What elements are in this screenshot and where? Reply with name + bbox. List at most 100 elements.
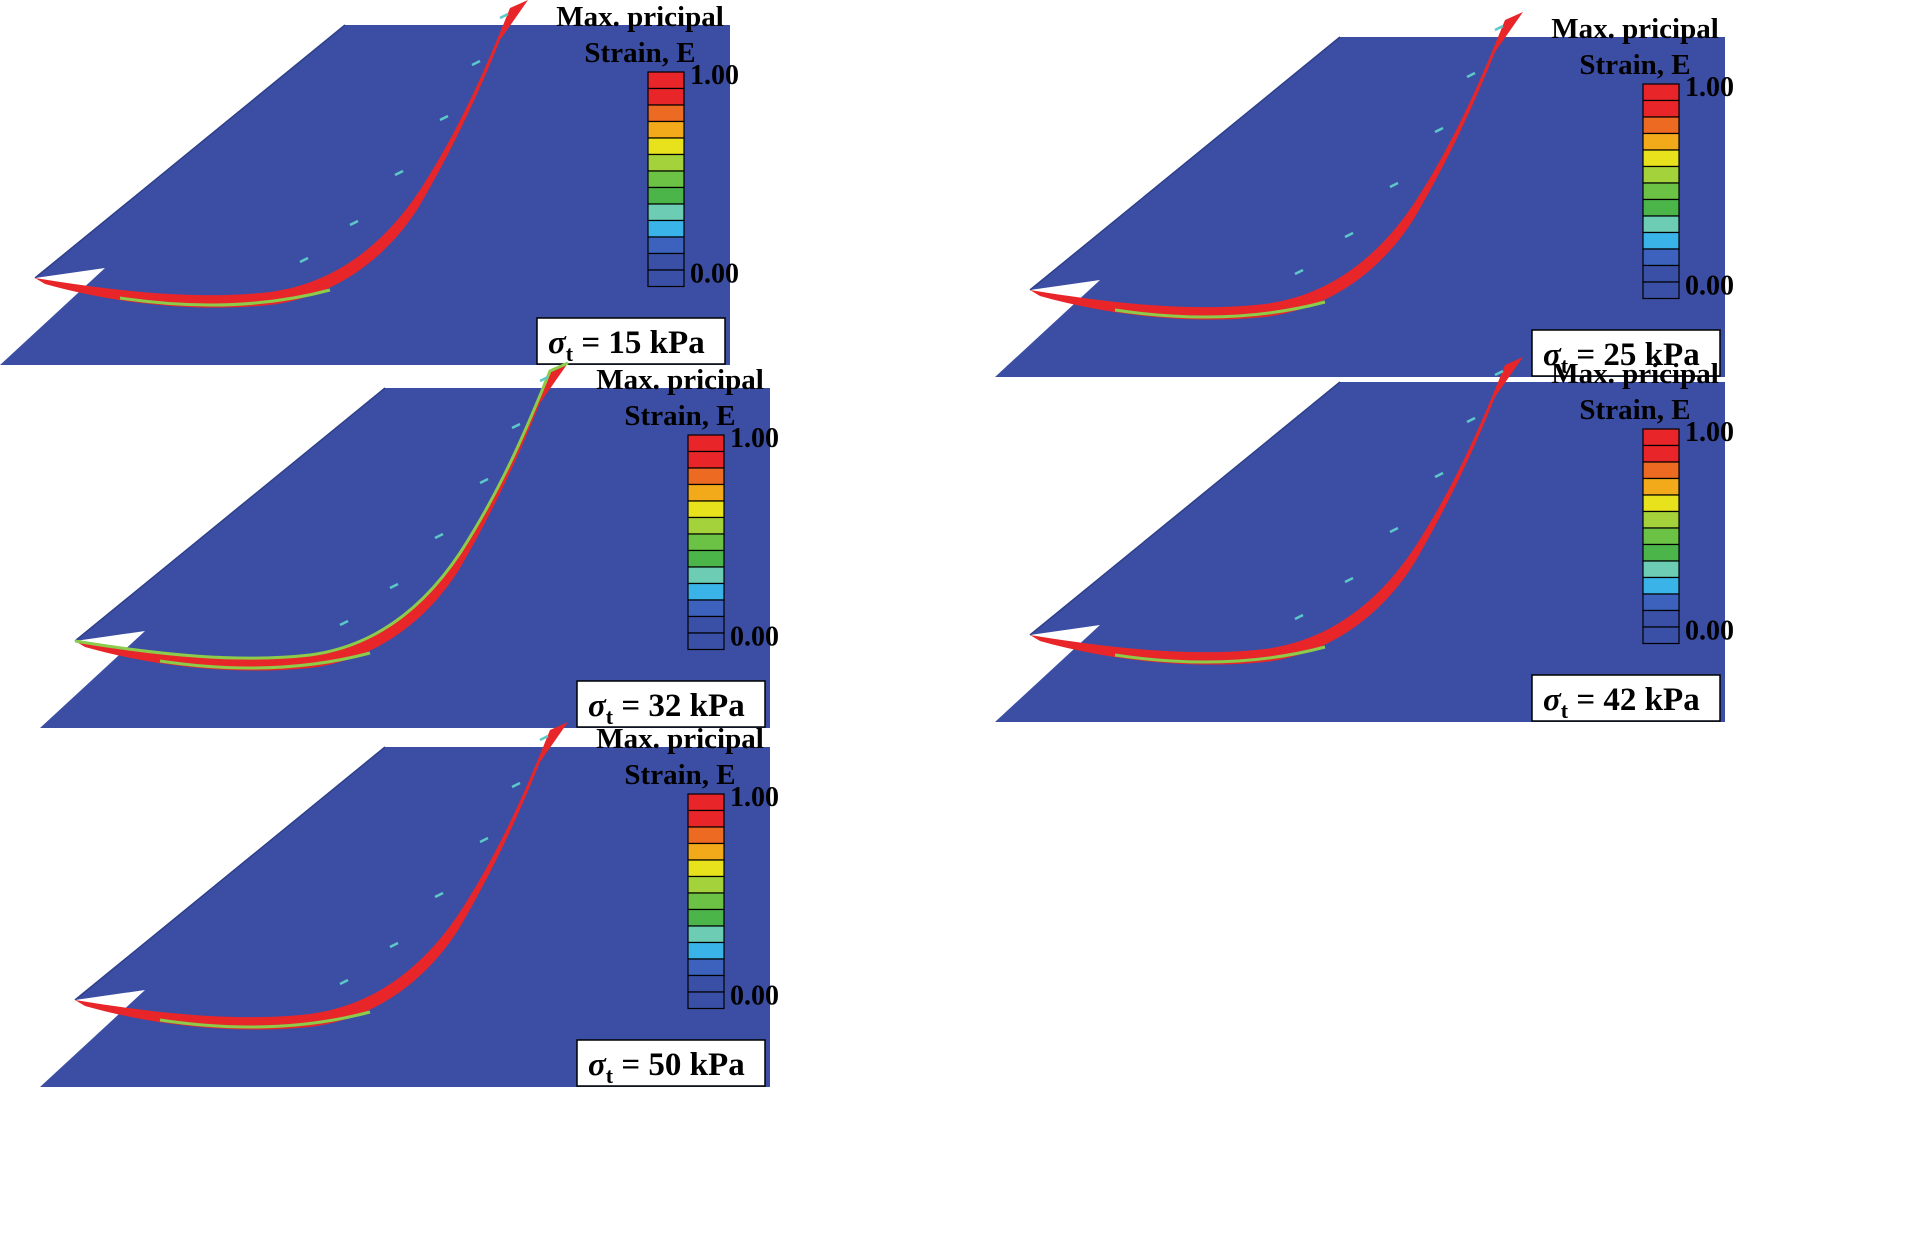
legend-swatch-3: [1642, 132, 1680, 151]
legend-swatch-0: [687, 434, 725, 453]
legend-swatch-6: [647, 170, 685, 189]
band-tick-5: [539, 734, 549, 742]
legend-swatch-6: [1642, 182, 1680, 201]
legend-swatch-5: [687, 875, 725, 894]
stress-label-text: σt = 25 kPa: [1543, 337, 1700, 378]
legend-swatch-5: [647, 153, 685, 172]
panel-32: σt = 32 kPa Max. pricipal Strain, E1.00 0.0…: [40, 361, 779, 729]
legend-swatch-6: [687, 892, 725, 911]
legend-swatch-12: [687, 632, 725, 651]
legend-swatch-2: [1642, 461, 1680, 480]
band-tick-2: [1389, 526, 1399, 534]
stress-label: σt = 15 kPa: [536, 317, 726, 366]
slope-crest-edge: [1029, 381, 1341, 636]
legend-swatch-6: [1642, 527, 1680, 546]
stress-label-box: [1531, 674, 1721, 722]
sigma-symbol: σ: [1543, 682, 1562, 718]
stress-value: = 15 kPa: [573, 325, 705, 361]
band-tick-5: [1494, 369, 1504, 377]
legend-min-label: 0.00: [730, 981, 779, 1012]
sigma-symbol: σ: [588, 1047, 607, 1083]
stress-label-box: [576, 1039, 766, 1087]
sigma-subscript: t: [606, 704, 614, 729]
strain-legend: Max. pricipal Strain, E1.00 0.00: [1551, 13, 1734, 302]
legend-swatch-1: [1642, 444, 1680, 463]
slope-crest-edge: [34, 24, 346, 279]
legend-swatch-9: [687, 582, 725, 601]
legend-swatch-10: [1642, 593, 1680, 612]
legend-swatch-4: [687, 859, 725, 878]
stress-label-text: σt = 32 kPa: [588, 688, 745, 729]
shear-band-edge-lower: [1114, 645, 1326, 664]
sigma-subscript: t: [1561, 698, 1569, 723]
legend-swatch-9: [1642, 231, 1680, 250]
legend-swatch-7: [687, 908, 725, 927]
legend-swatch-8: [1642, 215, 1680, 234]
panel-50: σt = 50 kPa Max. pricipal Strain, E1.00 0.0…: [40, 722, 779, 1088]
band-tick-1: [1344, 231, 1354, 239]
soil-slope-model: [0, 25, 730, 365]
band-tick-0: [1294, 613, 1304, 621]
legend-title-line1: Max. pricipal: [1551, 358, 1719, 390]
band-tick-0: [1294, 268, 1304, 276]
band-tick-2: [434, 891, 444, 899]
legend-max-label: 1.00: [730, 423, 779, 454]
band-tick-0: [299, 256, 309, 264]
legend-swatch-0: [1642, 83, 1680, 102]
stress-label: σt = 25 kPa: [1531, 329, 1721, 378]
stress-value: = 32 kPa: [613, 688, 745, 724]
legend-swatch-10: [1642, 248, 1680, 267]
soil-slope-model: [995, 37, 1725, 377]
legend-swatch-11: [1642, 609, 1680, 628]
band-tick-2: [434, 532, 444, 540]
shear-band-edge: [74, 361, 569, 660]
legend-swatch-8: [1642, 560, 1680, 579]
shear-band-edge-lower: [159, 651, 371, 670]
stress-label-box: [576, 680, 766, 728]
legend-max-label: 1.00: [690, 60, 739, 91]
shear-band-edge-lower: [119, 288, 331, 307]
legend-swatch-12: [687, 991, 725, 1010]
legend-swatch-3: [1642, 477, 1680, 496]
slope-crest-edge: [1029, 36, 1341, 291]
strain-legend: Max. pricipal Strain, E1.00 0.00: [596, 723, 779, 1012]
sigma-subscript: t: [566, 341, 574, 366]
legend-swatch-2: [687, 467, 725, 486]
legend-title-line2: Strain, E: [624, 400, 735, 432]
legend-swatch-2: [687, 826, 725, 845]
soil-slope-model: [40, 747, 770, 1087]
legend-swatch-9: [1642, 576, 1680, 595]
legend-swatch-1: [687, 809, 725, 828]
legend-swatch-1: [1642, 99, 1680, 118]
sigma-subscript: t: [606, 1063, 614, 1088]
legend-swatch-11: [1642, 264, 1680, 283]
legend-swatch-9: [687, 941, 725, 960]
soil-slope-model: [40, 388, 770, 728]
legend-swatch-3: [687, 483, 725, 502]
stress-label-text: σt = 50 kPa: [588, 1047, 745, 1088]
legend-title-line1: Max. pricipal: [596, 364, 764, 396]
legend-swatch-10: [687, 599, 725, 618]
legend-swatch-11: [687, 974, 725, 993]
stress-value: = 42 kPa: [1568, 682, 1700, 718]
legend-min-label: 0.00: [1685, 616, 1734, 647]
legend-swatch-12: [1642, 281, 1680, 300]
legend-swatch-5: [687, 516, 725, 535]
band-tick-2: [1389, 181, 1399, 189]
stress-label: σt = 42 kPa: [1531, 674, 1721, 723]
band-tick-5: [539, 375, 549, 383]
legend-swatch-4: [687, 500, 725, 519]
legend-min-label: 0.00: [690, 259, 739, 290]
legend-swatch-12: [647, 269, 685, 288]
legend-swatch-7: [1642, 543, 1680, 562]
legend-swatch-9: [647, 219, 685, 238]
band-tick-3: [1434, 471, 1444, 479]
legend-swatch-10: [647, 236, 685, 255]
legend-swatch-3: [687, 842, 725, 861]
legend-max-label: 1.00: [730, 782, 779, 813]
legend-swatch-7: [647, 186, 685, 205]
shear-band-edge-lower: [159, 1010, 371, 1029]
band-tick-3: [1434, 126, 1444, 134]
slope-crest-edge: [74, 387, 386, 642]
legend-swatch-4: [1642, 494, 1680, 513]
